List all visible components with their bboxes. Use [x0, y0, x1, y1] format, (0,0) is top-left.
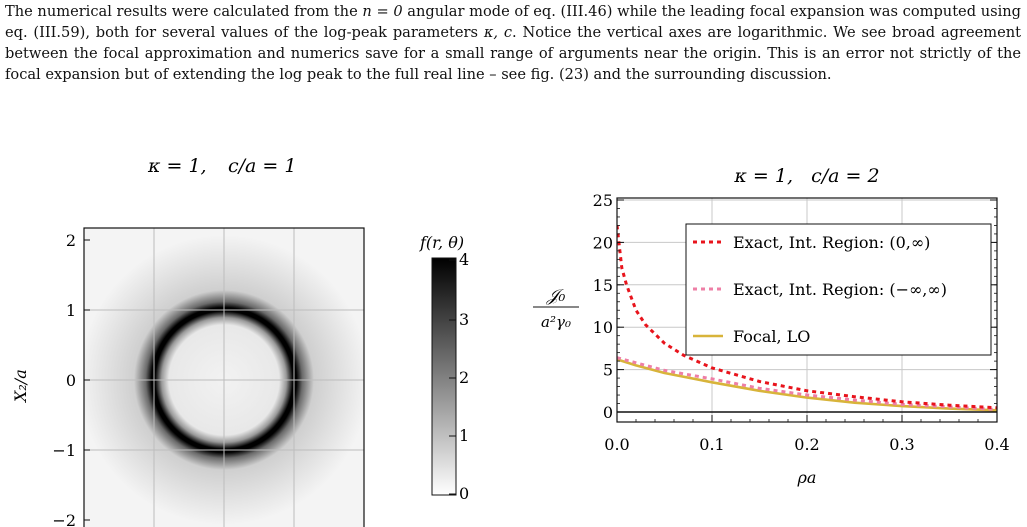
colorbar-tick-label: 4 [459, 250, 469, 269]
chart-title: κ = 1, c/a = 2 [733, 165, 879, 187]
chart-ticks [616, 199, 998, 422]
left-ytick-label: −2 [52, 511, 76, 527]
left-ytick-label: 2 [66, 231, 76, 250]
left-ytick-label: −1 [52, 441, 76, 460]
left-ylabel: X₂/a [11, 369, 30, 404]
caption-paragraph: The numerical results were calculated fr… [5, 1, 1021, 85]
chart-ylabel-numerator: 𝒥₀ [546, 286, 566, 306]
density-grid [84, 228, 364, 527]
chart-lines [617, 225, 997, 412]
chart-series-line [617, 358, 997, 412]
chart-ytick-label: 20 [593, 233, 613, 252]
chart-ylabel-denominator: a²γ₀ [541, 313, 571, 331]
left-ytick-label: 1 [66, 301, 76, 320]
left-panel: κ = 1, c/a = 1 2 1 0 −1 −2 X₂/a f( [11, 155, 469, 527]
chart-ytick-label: 25 [593, 191, 613, 210]
caption-text-2: angular mode of eq. (III.46) while the l… [5, 3, 1021, 41]
chart-tick-labels: 0.0 0.1 0.2 0.3 0.4 0 5 10 15 20 25 [593, 191, 1010, 454]
colorbar-tick-label: 2 [459, 368, 469, 387]
chart-series-line [617, 225, 997, 410]
colorbar-tick-label: 3 [459, 310, 469, 329]
left-title-c: c/a = 1 [228, 155, 296, 177]
chart-ytick-label: 15 [593, 276, 613, 295]
chart-xtick-label: 0.3 [889, 435, 914, 454]
density-ytick-marks [84, 239, 90, 521]
chart-ytick-label: 5 [603, 361, 613, 380]
colorbar [431, 257, 457, 496]
caption-text-3: . Notice the vertical axes are logarithm… [5, 24, 1021, 83]
chart-xtick-label: 0.2 [794, 435, 819, 454]
chart-xtick-label: 0.1 [699, 435, 724, 454]
caption-params: κ, c [483, 24, 513, 41]
chart-legend: Exact, Int. Region: (0,∞) Exact, Int. Reg… [685, 223, 992, 356]
density-frame [83, 227, 365, 527]
caption-text-1: The numerical results were calculated fr… [5, 3, 363, 20]
legend-label: Focal, LO [733, 327, 810, 346]
chart-series-line [617, 356, 997, 411]
left-title-kappa: κ = 1, [147, 155, 207, 177]
colorbar-title: f(r, θ) [419, 233, 464, 252]
caption-n-equation: n = 0 [362, 3, 403, 20]
legend-label: Exact, Int. Region: (0,∞) [733, 233, 930, 252]
chart-ytick-label: 0 [603, 403, 613, 422]
colorbar-tick-marks [449, 259, 456, 495]
chart-xtick-label: 0.0 [604, 435, 629, 454]
colorbar-tick-label: 1 [459, 426, 469, 445]
colorbar-tick-label: 0 [459, 484, 469, 503]
chart-xlabel: ρa [797, 468, 817, 487]
legend-box [685, 223, 992, 356]
chart-ytick-label: 10 [593, 318, 613, 337]
right-chart: κ = 1, c/a = 2 0.0 0.1 0.2 0.3 0.4 0 5 10 15 20 25… [533, 165, 1010, 487]
legend-label: Exact, Int. Region: (−∞,∞) [733, 280, 947, 299]
chart-xtick-label: 0.4 [984, 435, 1009, 454]
left-ytick-label: 0 [66, 371, 76, 390]
